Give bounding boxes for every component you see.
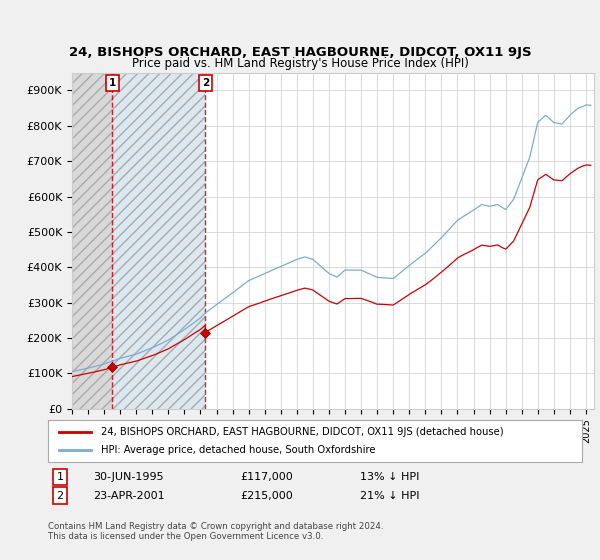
Text: 2: 2 <box>202 78 209 88</box>
Bar <box>72 73 112 409</box>
Text: 21% ↓ HPI: 21% ↓ HPI <box>360 491 419 501</box>
Text: 24, BISHOPS ORCHARD, EAST HAGBOURNE, DIDCOT, OX11 9JS: 24, BISHOPS ORCHARD, EAST HAGBOURNE, DID… <box>68 46 532 59</box>
Text: £117,000: £117,000 <box>240 472 293 482</box>
Text: 13% ↓ HPI: 13% ↓ HPI <box>360 472 419 482</box>
Text: 24, BISHOPS ORCHARD, EAST HAGBOURNE, DIDCOT, OX11 9JS (detached house): 24, BISHOPS ORCHARD, EAST HAGBOURNE, DID… <box>101 427 504 437</box>
Text: Contains HM Land Registry data © Crown copyright and database right 2024.
This d: Contains HM Land Registry data © Crown c… <box>48 522 383 542</box>
Text: Price paid vs. HM Land Registry's House Price Index (HPI): Price paid vs. HM Land Registry's House … <box>131 57 469 70</box>
Text: 23-APR-2001: 23-APR-2001 <box>93 491 164 501</box>
Bar <box>112 73 205 409</box>
Text: £215,000: £215,000 <box>240 491 293 501</box>
Text: 1: 1 <box>109 78 116 88</box>
Text: 1: 1 <box>56 472 64 482</box>
Text: HPI: Average price, detached house, South Oxfordshire: HPI: Average price, detached house, Sout… <box>101 445 376 455</box>
Text: 30-JUN-1995: 30-JUN-1995 <box>93 472 164 482</box>
Text: 2: 2 <box>56 491 64 501</box>
